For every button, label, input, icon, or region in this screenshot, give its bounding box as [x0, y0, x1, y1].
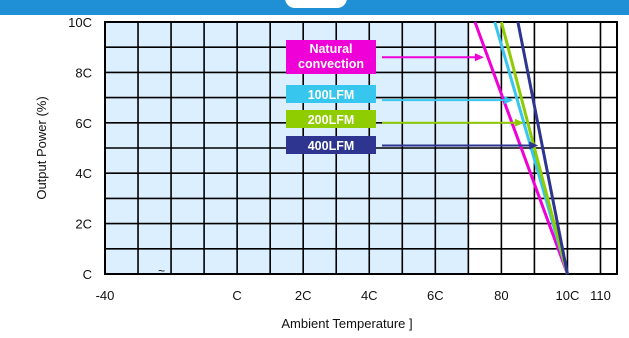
x-tick-label: 10C: [556, 288, 580, 303]
series-line: [473, 21, 569, 275]
y-tick-label: C: [83, 267, 92, 282]
y-tick-label: 4C: [75, 166, 92, 181]
legend-arrow-head: [514, 118, 524, 127]
legend-label: convection: [298, 57, 364, 71]
legend-box: [286, 136, 376, 154]
legend-label: 400LFM: [308, 139, 355, 153]
y-tick-label: 10C: [68, 15, 92, 30]
series-line: [499, 21, 569, 275]
header-tab: [285, 0, 347, 8]
plot-frame: [104, 21, 618, 275]
series-line: [516, 21, 569, 275]
x-tick-label: C: [232, 288, 241, 303]
legend-box: [286, 85, 376, 103]
legend-label: Natural: [309, 42, 352, 56]
x-tick-label: -40: [96, 288, 115, 303]
legend-arrow-head: [529, 141, 539, 150]
x-tick-label: 2C: [295, 288, 312, 303]
legend-label: 100LFM: [308, 88, 355, 102]
y-tick-label: 6C: [75, 116, 92, 131]
x-tick-label: 110: [590, 288, 611, 303]
legend-label: 200LFM: [308, 113, 355, 127]
legend-arrow-head: [504, 96, 514, 105]
y-tick-label: 8C: [75, 65, 92, 80]
legend-arrow-head: [474, 53, 484, 62]
x-tick-label: 80: [494, 288, 508, 303]
legend-box: [286, 40, 376, 74]
mark-tilde: ~: [158, 264, 165, 278]
y-axis-label: Output Power (%): [34, 96, 49, 199]
x-tick-label: 6C: [427, 288, 444, 303]
x-axis-label: Ambient Temperature ]: [281, 316, 412, 331]
y-tick-label: 2C: [75, 217, 92, 232]
legend-box: [286, 110, 376, 128]
header-bar: [0, 0, 629, 15]
x-tick-label: 4C: [361, 288, 378, 303]
